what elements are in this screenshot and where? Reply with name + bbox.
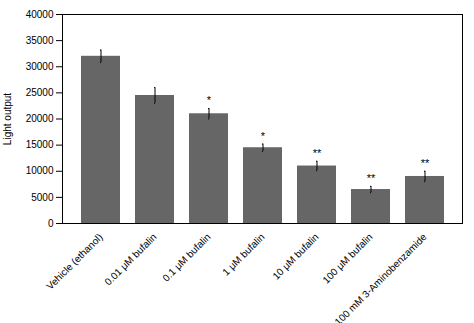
- svg-text:Vehicle (ethanol): Vehicle (ethanol): [44, 231, 104, 291]
- svg-text:*: *: [207, 94, 212, 106]
- svg-text:100 mM 3-Aminobenzamide: 100 mM 3-Aminobenzamide: [332, 231, 429, 323]
- svg-text:*: *: [261, 130, 266, 142]
- svg-text:0: 0: [48, 218, 54, 229]
- svg-text:10 μM bufalin: 10 μM bufalin: [270, 231, 320, 281]
- svg-text:1 μM bufalin: 1 μM bufalin: [220, 231, 266, 277]
- svg-text:40000: 40000: [26, 9, 54, 20]
- svg-text:5000: 5000: [31, 192, 54, 203]
- svg-text:Light output: Light output: [2, 93, 13, 145]
- svg-text:15000: 15000: [26, 139, 54, 150]
- svg-text:**: **: [421, 157, 430, 169]
- svg-text:10000: 10000: [26, 165, 54, 176]
- svg-text:25000: 25000: [26, 87, 54, 98]
- svg-text:0.1 μM bufalin: 0.1 μM bufalin: [160, 231, 212, 283]
- svg-text:100 μM bufalin: 100 μM bufalin: [320, 231, 374, 285]
- svg-text:20000: 20000: [26, 113, 54, 124]
- svg-text:**: **: [313, 147, 322, 159]
- svg-text:30000: 30000: [26, 61, 54, 72]
- svg-text:**: **: [367, 172, 376, 184]
- svg-text:35000: 35000: [26, 35, 54, 46]
- svg-text:0.01 μM bufalin: 0.01 μM bufalin: [102, 231, 158, 287]
